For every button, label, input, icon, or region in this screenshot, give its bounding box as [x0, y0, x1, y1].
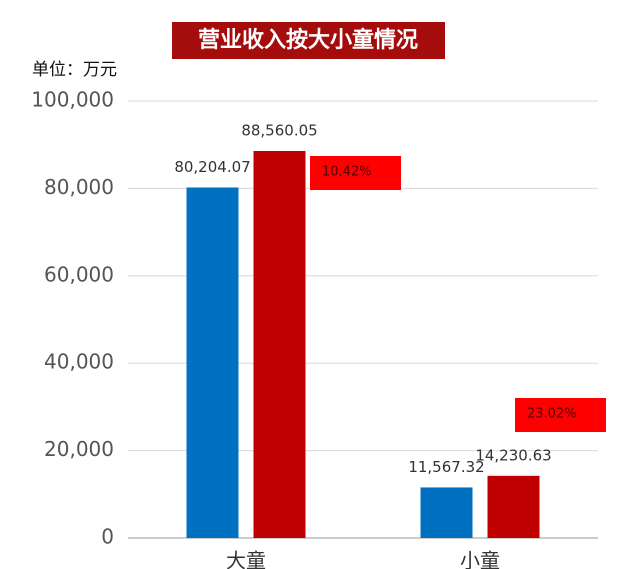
- annotation: 10.42%: [322, 165, 372, 180]
- annotation-box: [515, 398, 606, 432]
- y-tick-label: 60,000: [44, 262, 114, 286]
- bar: [420, 487, 473, 538]
- annotation-box: [310, 156, 401, 190]
- value-label: 80,204.07: [174, 158, 250, 176]
- y-tick-label: 40,000: [44, 350, 114, 374]
- title-box: [172, 22, 445, 59]
- y-tick-label: 100,000: [31, 88, 114, 112]
- chart-title: 营业收入按大小童情况: [198, 27, 418, 53]
- annotation: 23.02%: [527, 407, 577, 422]
- x-tick-label: 大童: [226, 549, 266, 569]
- y-tick-label: 0: [101, 525, 114, 549]
- value-label: 14,230.63: [475, 446, 551, 464]
- bar: [487, 475, 540, 538]
- bar: [186, 187, 239, 538]
- value-label: 88,560.05: [241, 121, 317, 139]
- y-tick-label: 20,000: [44, 437, 114, 461]
- y-tick-label: 80,000: [44, 175, 114, 199]
- value-label: 11,567.32: [408, 458, 484, 476]
- bar: [253, 150, 306, 538]
- unit-label: 单位：万元: [32, 60, 117, 80]
- x-tick-label: 小童: [460, 549, 500, 569]
